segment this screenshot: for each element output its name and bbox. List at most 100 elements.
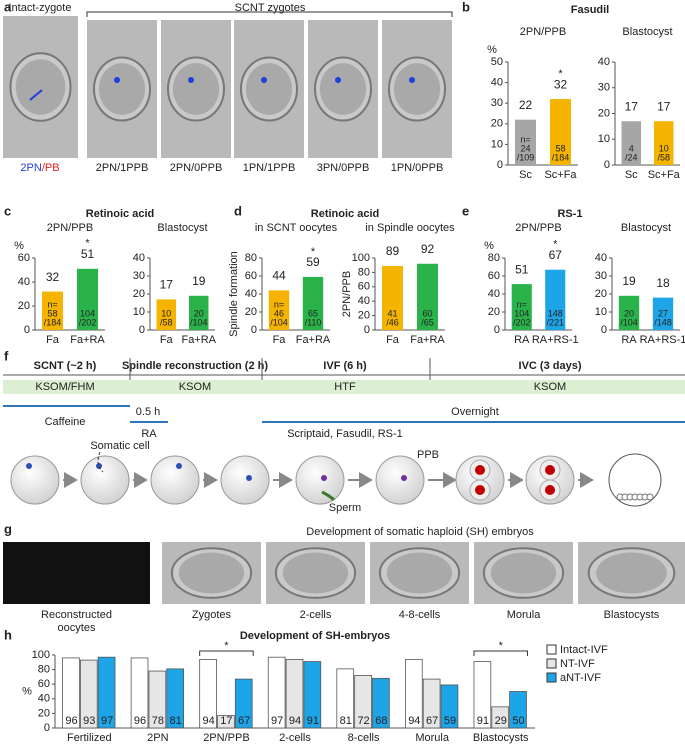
bar [302,276,324,330]
y-axis-label: % [484,240,494,252]
bracket [86,11,453,17]
n-label: /65 [421,317,434,327]
value-label: 94 [289,715,301,727]
nucleus [545,465,555,475]
pointer [97,451,104,473]
value-label: 72 [357,715,369,727]
panel-letter: h [4,627,12,642]
y-tick-label: 20 [133,288,145,300]
bar [62,657,80,729]
cytoplasm [178,552,245,594]
image-caption: 1PN/0PPB [391,162,444,174]
chart-title: in Spindle oocytes [365,222,455,234]
y-tick-label: 0 [604,159,610,171]
diagram-label: Sperm [329,502,361,514]
x-tick-label: 2-cells [279,732,311,744]
bar [354,675,372,729]
x-tick-label: Sc+Fa [544,169,577,181]
value-label: 97 [271,715,283,727]
n-label: /110 [305,317,322,327]
y-tick-label: 10 [595,306,607,318]
bar [515,119,536,165]
panel-letter: e [462,203,469,218]
n-label: 46 [274,308,284,318]
y-tick-label: 0 [364,324,370,336]
panel-title: Development of somatic haploid (SH) embr… [306,526,534,538]
chromatin [246,475,252,481]
n-label: n= [47,299,57,309]
x-tick-label: 2PN [147,732,168,744]
value-label: 51 [515,262,529,276]
y-axis-label: 2PN/PPB [341,271,353,317]
value-label: 78 [152,715,164,727]
bar [440,684,459,729]
n-label: 27 [658,308,668,318]
bar [550,99,571,165]
value-label: 17 [657,99,671,113]
bar [97,656,116,729]
bar [417,263,438,330]
bar [404,658,423,729]
value-label: 67 [549,248,563,262]
value-label: 91 [477,715,489,727]
significance-label: * [499,640,504,652]
bar [382,265,403,330]
cytoplasm [172,63,220,115]
y-axis-label: % [14,240,24,252]
n-label: /202 [79,317,97,327]
cytoplasm [596,552,667,594]
bar [199,658,217,729]
bar [217,715,235,729]
nucleus-marker [114,77,120,83]
bar [166,668,184,729]
value-label: 81 [340,715,352,727]
x-tick-label: Fertilized [67,732,112,744]
bar [372,677,390,729]
n-label: 148 [548,308,563,318]
n-label: 4 [629,143,634,153]
panel-letter: c [4,203,11,218]
x-tick-label: 8-cells [348,732,380,744]
x-tick-label: Fa+RA [410,334,445,346]
y-tick-label: 100 [32,649,50,661]
chart-title: Blastocyst [622,26,672,38]
value-label: 91 [307,715,319,727]
microscopy-image [3,542,150,604]
blastocyst [608,453,662,507]
n-label: 60 [422,308,432,318]
value-label: 18 [656,276,670,290]
stage-label: Spindle reconstruction (2 h) [122,360,268,372]
legend-label: Intact-IVF [560,644,608,656]
n-label: 20 [194,308,204,318]
treatment-time: 0.5 h [136,406,160,418]
cytoplasm [282,552,349,594]
x-tick-label: RA [621,334,637,346]
panel-title: Fasudil [571,4,610,16]
significance-label: * [224,640,229,652]
y-tick-label: 20 [595,288,607,300]
legend-swatch [546,644,557,655]
bar [652,297,674,330]
y-tick-label: 40 [38,693,50,705]
x-tick-label: Sc [519,169,532,181]
value-label: 32 [554,77,568,91]
n-label: 65 [308,308,318,318]
n-label: /104 [270,317,288,327]
significance-label: * [553,239,558,251]
y-axis-label: % [22,685,32,697]
value-label: 81 [170,715,182,727]
chart-title: Blastocyst [157,222,207,234]
x-tick-label: Sc+Fa [648,169,681,181]
y-tick-label: 80 [245,252,257,264]
panel-letter: d [234,203,242,218]
nucleus-marker [409,77,415,83]
y-tick-label: 60 [38,678,50,690]
x-tick-label: Fa [386,334,400,346]
y-tick-label: 30 [595,270,607,282]
y-tick-label: 20 [18,300,30,312]
significance-bracket [473,650,528,656]
chart-title: Development of SH-embryos [240,630,390,642]
y-tick-label: 0 [44,722,50,734]
n-label: /202 [513,317,531,327]
image-label: Intact-zygote [9,2,72,14]
